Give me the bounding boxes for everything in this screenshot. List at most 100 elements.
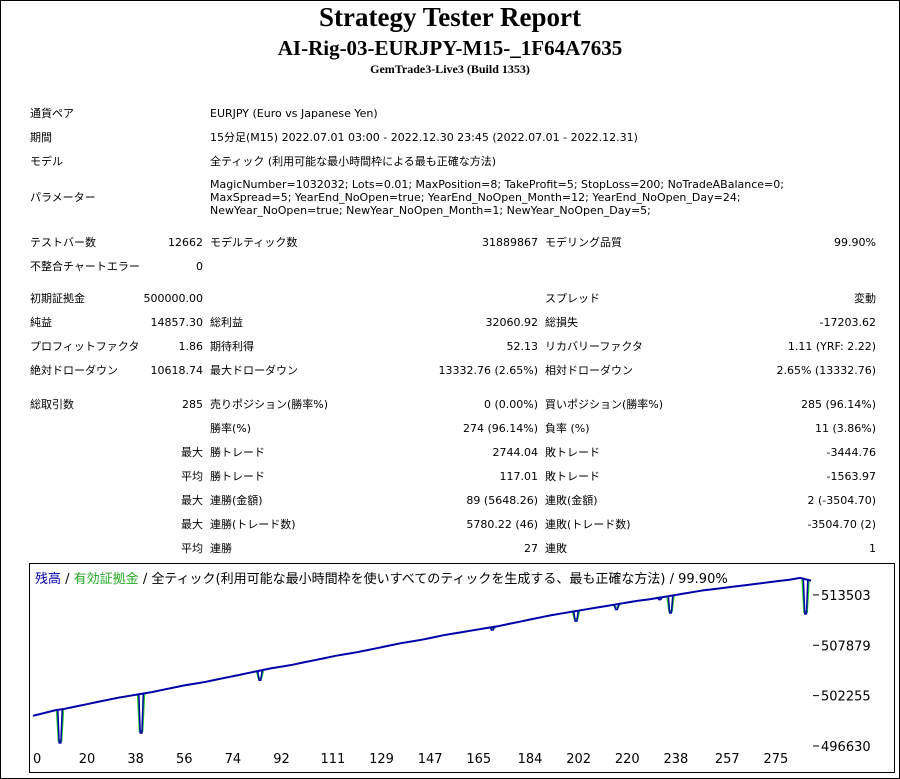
total-trades-label: 総取引数 xyxy=(30,398,74,411)
net-label: 純益 xyxy=(30,316,52,329)
spread-label: スプレッド xyxy=(545,292,600,305)
cons-loss-cnt-label: 連敗(トレード数) xyxy=(545,518,631,531)
x-tick-label-9: 165 xyxy=(466,752,491,767)
recovery-label: リカバリーファクタ xyxy=(545,340,643,353)
ticks-label: モデルティック数 xyxy=(210,236,298,249)
equity-dip-inner-3 xyxy=(489,626,496,631)
gross-loss-label: 総損失 xyxy=(545,316,578,329)
max-dd-label: 最大ドローダウン xyxy=(210,364,298,377)
abs-dd-value: 10618.74 xyxy=(150,364,204,377)
x-axis: 0 20 38 56 74 92 111 129 147 165 184 202 220 238 257 27… xyxy=(33,752,788,767)
avg-cons-loss-label: 連敗 xyxy=(545,542,567,555)
largest-win-label: 勝トレード xyxy=(210,446,265,459)
short-value: 0 (0.00%) xyxy=(483,398,538,411)
gross-profit-label: 総利益 xyxy=(210,316,243,329)
legend-sep: / xyxy=(61,572,74,587)
equity-dip-inner-1 xyxy=(138,693,145,734)
cons-cnt-max-label: 最大 xyxy=(181,518,203,531)
equity-dip-inner-4 xyxy=(572,610,579,622)
cons-amt-max-label: 最大 xyxy=(181,494,203,507)
balance-equity-chart: 残高 / 有効証拠金 / 全ティック(利用可能な最小時間枠を使いすべてのティック… xyxy=(29,563,895,773)
y-tick-label-3: 496630 xyxy=(821,740,871,755)
long-label: 買いポジション(勝率%) xyxy=(545,398,664,411)
params-value: MagicNumber=1032032; Lots=0.01; MaxPosit… xyxy=(210,178,784,217)
model-label: モデル xyxy=(30,155,63,168)
x-tick-label-3: 56 xyxy=(176,752,193,767)
avg-win-label: 勝トレード xyxy=(210,470,265,483)
total-trades-value: 285 xyxy=(182,398,203,411)
report-title: Strategy Tester Report xyxy=(319,2,581,32)
equity-dip-inner-5 xyxy=(613,604,620,611)
legend-balance: 残高 xyxy=(35,571,61,587)
cons-win-amt-label: 連勝(金額) xyxy=(210,494,263,507)
avg-cons-win-label: 連勝 xyxy=(210,542,232,555)
mismatch-value: 0 xyxy=(196,260,203,273)
max-dd-value: 13332.76 (2.65%) xyxy=(438,364,538,377)
long-value: 285 (96.14%) xyxy=(800,398,876,411)
ea-name: AI-Rig-03-EURJPY-M15-_1F64A7635 xyxy=(277,36,623,60)
x-tick-label-12: 220 xyxy=(615,752,640,767)
pf-label: プロフィットファクタ xyxy=(30,340,140,353)
avg-cons-avg-label: 平均 xyxy=(181,542,203,555)
x-tick-label-5: 92 xyxy=(273,752,290,767)
equity-dip-inner-8 xyxy=(802,579,809,615)
winrate-value: 274 (96.14%) xyxy=(462,422,538,435)
cons-loss-amt-value: 2 (-3504.70) xyxy=(807,494,876,507)
x-tick-label-2: 38 xyxy=(127,752,144,767)
legend-equity: 有効証拠金 xyxy=(74,571,139,587)
equity-dip-inner-2 xyxy=(256,670,263,681)
equity-dip-inner-0 xyxy=(57,709,64,744)
rel-dd-label: 相対ドローダウン xyxy=(545,364,633,377)
largest-loss-value: -3444.76 xyxy=(826,446,876,459)
gross-profit-value: 32060.92 xyxy=(485,316,539,329)
model-value: 全ティック (利用可能な最小時間枠による最も正確な方法) xyxy=(210,155,497,168)
ticks-value: 31889867 xyxy=(482,236,538,249)
x-tick-label-14: 257 xyxy=(715,752,740,767)
lossrate-value: 11 (3.86%) xyxy=(814,422,876,435)
abs-dd-label: 絶対ドローダウン xyxy=(30,364,118,377)
avg-win-value: 117.01 xyxy=(499,470,539,483)
expected-label: 期待利得 xyxy=(210,340,254,353)
mismatch-label: 不整合チャートエラー xyxy=(30,260,140,273)
balance-line xyxy=(32,576,812,717)
lossrate-label: 負率 (%) xyxy=(545,422,590,435)
x-tick-label-7: 129 xyxy=(369,752,394,767)
period-value: 15分足(M15) 2022.07.01 03:00 - 2022.12.30 … xyxy=(210,131,638,144)
y-tick-label-1: 507879 xyxy=(821,639,871,654)
avg-cons-win-value: 27 xyxy=(524,542,538,555)
y-tick-label-0: 513503 xyxy=(821,589,871,604)
avg-loss-value: -1563.97 xyxy=(826,470,876,483)
x-tick-label-4: 74 xyxy=(225,752,242,767)
largest-max-label: 最大 xyxy=(181,446,203,459)
cons-loss-cnt-value: -3504.70 (2) xyxy=(807,518,876,531)
bars-label: テストバー数 xyxy=(30,236,96,249)
params-label: パラメーター xyxy=(30,191,96,204)
deposit-value: 500000.00 xyxy=(143,292,204,305)
y-axis: 513503 507879 502255 496630 xyxy=(813,589,871,755)
expected-value: 52.13 xyxy=(506,340,539,353)
x-tick-label-6: 111 xyxy=(320,752,345,767)
net-value: 14857.30 xyxy=(150,316,204,329)
x-tick-label-13: 238 xyxy=(664,752,689,767)
legend-rest: / 全ティック(利用可能な最小時間枠を使いすべてのティックを生成する、最も正確な… xyxy=(139,571,728,587)
x-tick-label-11: 202 xyxy=(566,752,591,767)
x-tick-label-15: 275 xyxy=(763,752,788,767)
cons-loss-amt-label: 連敗(金額) xyxy=(545,494,598,507)
period-label: 期間 xyxy=(30,131,52,144)
cons-win-amt-value: 89 (5648.26) xyxy=(466,494,538,507)
symbol-label: 通貨ペア xyxy=(30,107,74,120)
quality-value: 99.90% xyxy=(834,236,876,249)
x-tick-label-8: 147 xyxy=(418,752,443,767)
x-tick-label-10: 184 xyxy=(518,752,543,767)
winrate-label: 勝率(%) xyxy=(210,422,252,435)
bars-value: 12662 xyxy=(168,236,203,249)
y-tick-label-2: 502255 xyxy=(821,690,871,705)
quality-label: モデリング品質 xyxy=(545,236,622,249)
pf-value: 1.86 xyxy=(178,340,204,353)
deposit-label: 初期証拠金 xyxy=(30,292,85,305)
symbol-value: EURJPY (Euro vs Japanese Yen) xyxy=(210,107,378,120)
recovery-value: 1.11 (YRF: 2.22) xyxy=(787,340,876,353)
short-label: 売りポジション(勝率%) xyxy=(210,398,329,411)
x-tick-label-1: 20 xyxy=(79,752,96,767)
average-avg-label: 平均 xyxy=(181,470,203,483)
